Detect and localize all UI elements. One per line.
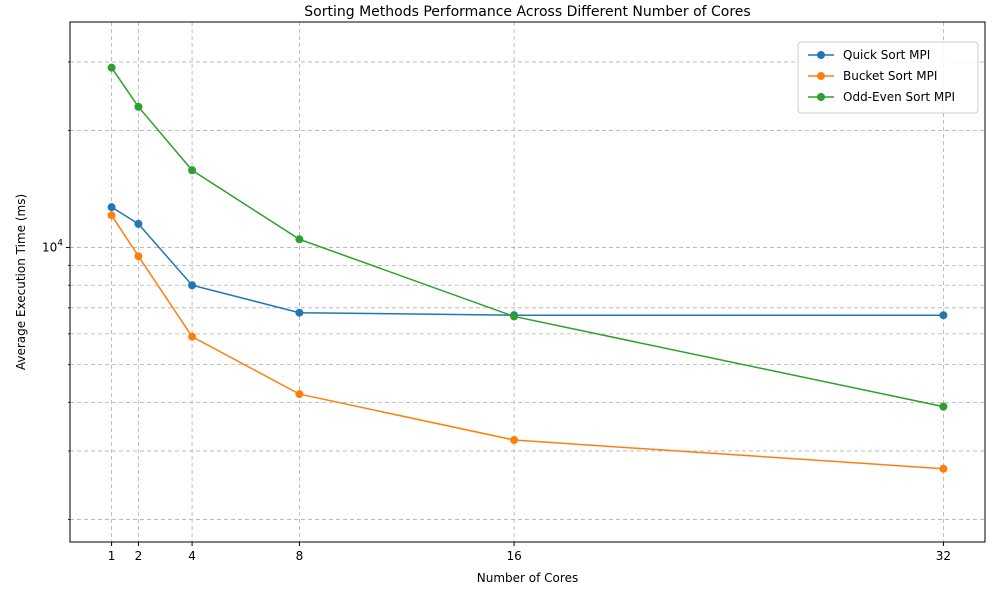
y-axis-ticks: 104 (42, 61, 70, 520)
x-tick-label: 4 (188, 549, 196, 563)
data-point (295, 235, 304, 244)
data-point (510, 436, 519, 445)
x-tick-label: 32 (936, 549, 951, 563)
data-point (939, 402, 948, 411)
x-axis-ticks: 1 2 4 8 16 32 (108, 542, 951, 563)
chart-title: Sorting Methods Performance Across Diffe… (304, 4, 750, 20)
data-point (134, 102, 143, 111)
data-point (188, 281, 197, 290)
legend-marker (817, 72, 825, 80)
data-point (510, 312, 519, 321)
plot-area-frame (69, 21, 986, 543)
data-point (295, 308, 304, 317)
series-line-3 (110, 67, 944, 408)
x-axis-label: Number of Cores (477, 571, 578, 585)
series-line-2 (110, 214, 944, 470)
series-lines (107, 63, 948, 473)
legend-label: Odd-Even Sort MPI (843, 90, 955, 104)
series-line-1 (111, 206, 944, 316)
y-axis-label: Average Execution Time (ms) (14, 194, 28, 370)
y-tick-label: 104 (42, 239, 63, 255)
data-point (939, 311, 948, 320)
legend-box (797, 41, 979, 114)
data-point (134, 252, 143, 261)
data-point (188, 166, 197, 175)
data-point (107, 203, 116, 212)
legend-marker (817, 93, 825, 101)
x-tick-label: 16 (506, 549, 521, 563)
x-tick-label: 2 (135, 549, 143, 563)
grid-lines (70, 22, 985, 542)
data-point (188, 332, 197, 341)
x-tick-label: 1 (108, 549, 116, 563)
legend-marker (817, 51, 825, 59)
data-point (295, 390, 304, 399)
data-point (107, 63, 116, 72)
legend-label: Bucket Sort MPI (843, 69, 937, 83)
data-point (939, 464, 948, 473)
x-tick-label: 8 (296, 549, 304, 563)
legend-label: Quick Sort MPI (843, 48, 930, 62)
data-point (134, 219, 143, 228)
data-point (107, 211, 116, 220)
legend: Quick Sort MPI Bucket Sort MPI Odd-Even So… (797, 41, 979, 114)
